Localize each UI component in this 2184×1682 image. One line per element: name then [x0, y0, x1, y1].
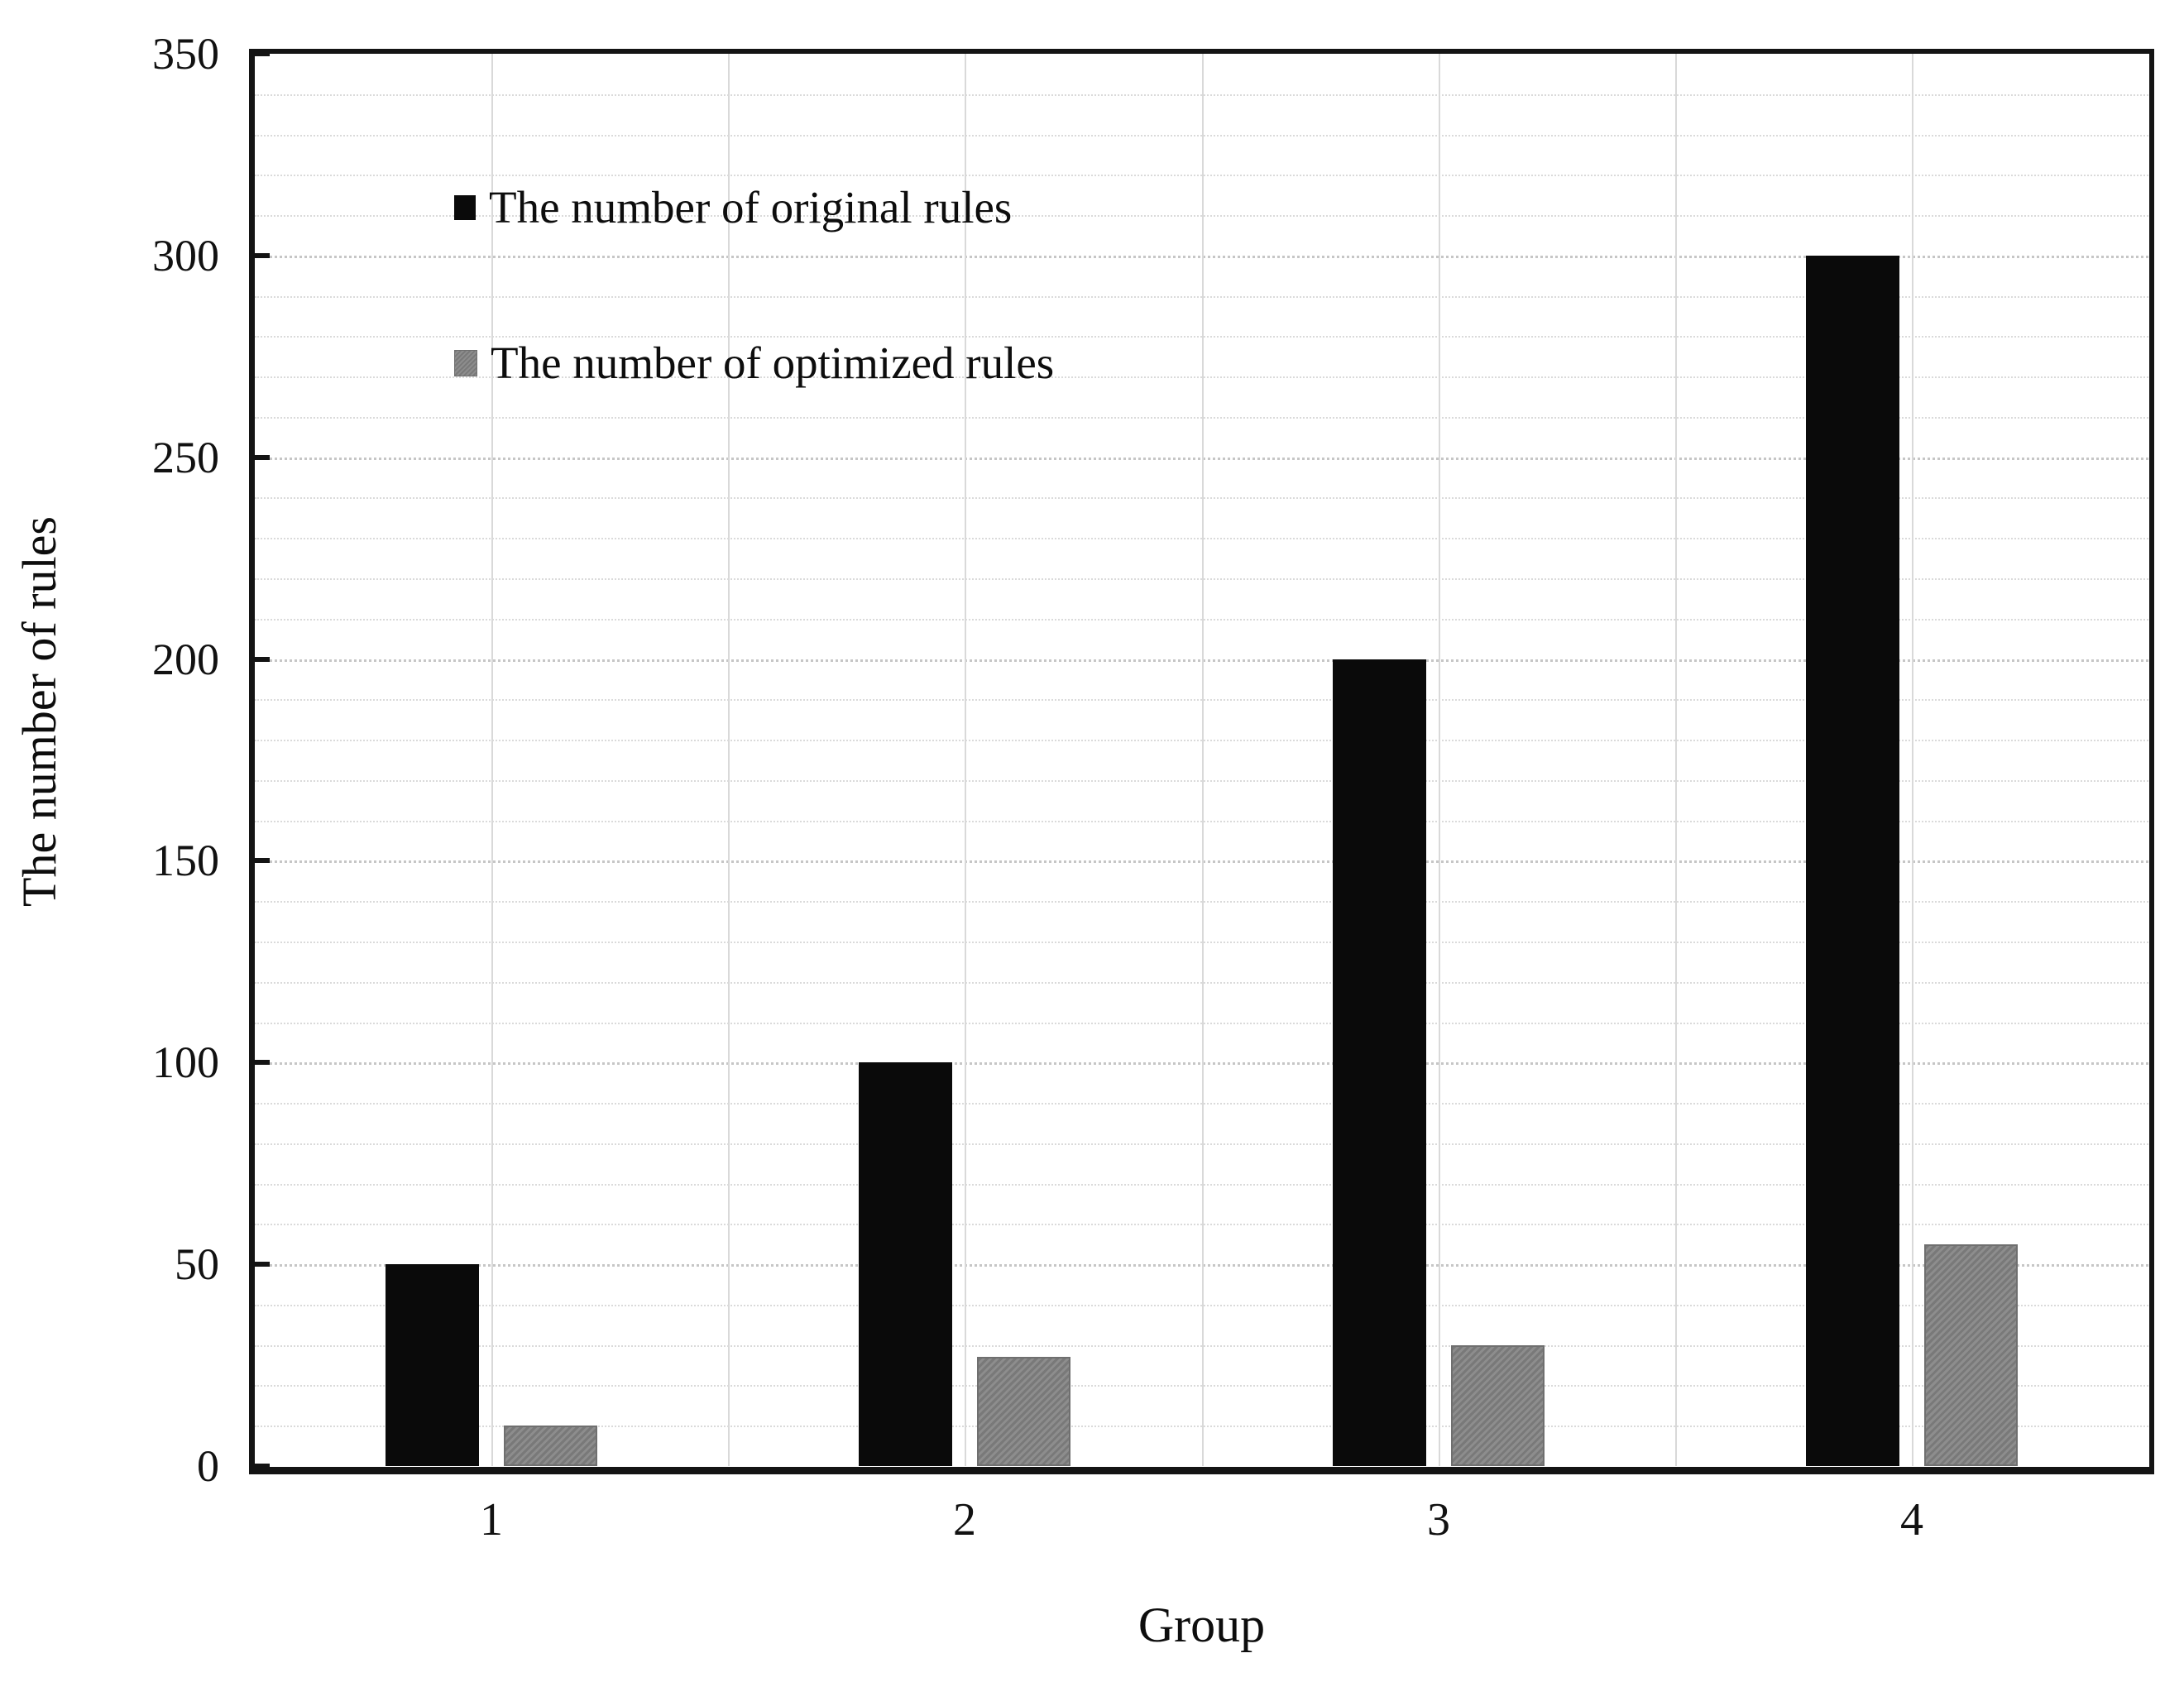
vertical-gridline-1 — [491, 54, 493, 1466]
legend-item-optimized: The number of optimized rules — [454, 340, 1054, 386]
bar-optimized-group-2 — [977, 1357, 1070, 1466]
horizontal-gridline-270 — [255, 376, 2148, 378]
bar-optimized-group-1 — [504, 1426, 597, 1466]
bar-original-group-1 — [386, 1264, 479, 1466]
horizontal-gridline-80 — [255, 1143, 2148, 1145]
vertical-gridline-4 — [1202, 54, 1204, 1466]
y-axis-tick-0 — [255, 1464, 270, 1469]
horizontal-gridline-240 — [255, 497, 2148, 499]
bar-optimized-group-3 — [1451, 1345, 1545, 1466]
horizontal-gridline-60 — [255, 1224, 2148, 1225]
legend-label-original: The number of original rules — [489, 182, 1013, 232]
horizontal-gridline-340 — [255, 94, 2148, 96]
horizontal-gridline-280 — [255, 336, 2148, 338]
bar-optimized-group-4 — [1924, 1244, 2018, 1466]
y-tick-label-0: 0 — [197, 1441, 219, 1491]
y-tick-label-100: 100 — [152, 1037, 219, 1087]
horizontal-gridline-70 — [255, 1184, 2148, 1186]
vertical-gridline-6 — [1675, 54, 1677, 1466]
y-axis-tick-350 — [255, 51, 270, 56]
horizontal-gridline-220 — [255, 578, 2148, 580]
horizontal-gridline-230 — [255, 538, 2148, 539]
y-tick-label-300: 300 — [152, 231, 219, 280]
horizontal-gridline-20 — [255, 1385, 2148, 1387]
x-tick-label-1: 1 — [480, 1494, 503, 1545]
horizontal-gridline-160 — [255, 821, 2148, 822]
y-tick-label-50: 50 — [175, 1239, 219, 1289]
y-axis-tick-50 — [255, 1262, 270, 1267]
horizontal-gridline-130 — [255, 942, 2148, 943]
y-axis-tick-250 — [255, 455, 270, 460]
horizontal-gridline-140 — [255, 901, 2148, 903]
y-axis-tick-100 — [255, 1060, 270, 1065]
horizontal-gridline-320 — [255, 175, 2148, 176]
horizontal-gridline-50 — [255, 1264, 2148, 1267]
horizontal-gridline-200 — [255, 659, 2148, 662]
horizontal-gridline-330 — [255, 135, 2148, 137]
vertical-gridline-2 — [728, 54, 730, 1466]
legend-item-original: The number of original rules — [454, 184, 1012, 231]
horizontal-gridline-100 — [255, 1062, 2148, 1065]
horizontal-gridline-40 — [255, 1305, 2148, 1306]
x-axis-title: Group — [1138, 1598, 1266, 1652]
horizontal-gridline-120 — [255, 982, 2148, 984]
horizontal-gridline-250 — [255, 458, 2148, 460]
vertical-gridline-5 — [1439, 54, 1440, 1466]
bar-original-group-4 — [1806, 256, 1899, 1466]
bar-original-group-3 — [1333, 659, 1426, 1466]
legend-swatch-original-icon — [454, 195, 476, 220]
horizontal-gridline-290 — [255, 296, 2148, 298]
horizontal-gridline-150 — [255, 860, 2148, 863]
legend-swatch-optimized-icon — [454, 350, 477, 376]
horizontal-gridline-180 — [255, 740, 2148, 741]
horizontal-gridline-260 — [255, 417, 2148, 419]
x-tick-label-3: 3 — [1427, 1494, 1450, 1545]
horizontal-gridline-190 — [255, 699, 2148, 701]
horizontal-gridline-310 — [255, 215, 2148, 217]
y-tick-label-200: 200 — [152, 635, 219, 684]
y-tick-label-250: 250 — [152, 433, 219, 482]
vertical-gridline-3 — [965, 54, 966, 1466]
legend-label-optimized: The number of optimized rules — [491, 338, 1055, 388]
horizontal-gridline-170 — [255, 780, 2148, 782]
x-tick-label-2: 2 — [953, 1494, 976, 1545]
y-axis-tick-300 — [255, 253, 270, 258]
horizontal-gridline-210 — [255, 619, 2148, 621]
horizontal-gridline-90 — [255, 1103, 2148, 1105]
vertical-gridline-7 — [1912, 54, 1913, 1466]
horizontal-gridline-110 — [255, 1023, 2148, 1024]
x-tick-label-4: 4 — [1900, 1494, 1923, 1545]
y-tick-label-350: 350 — [152, 29, 219, 79]
horizontal-gridline-300 — [255, 256, 2148, 258]
bar-original-group-2 — [859, 1062, 952, 1466]
horizontal-gridline-30 — [255, 1345, 2148, 1347]
y-axis-tick-150 — [255, 858, 270, 863]
y-tick-label-150: 150 — [152, 836, 219, 885]
y-axis-tick-200 — [255, 657, 270, 662]
plot-area — [255, 51, 2148, 1469]
horizontal-gridline-10 — [255, 1426, 2148, 1427]
